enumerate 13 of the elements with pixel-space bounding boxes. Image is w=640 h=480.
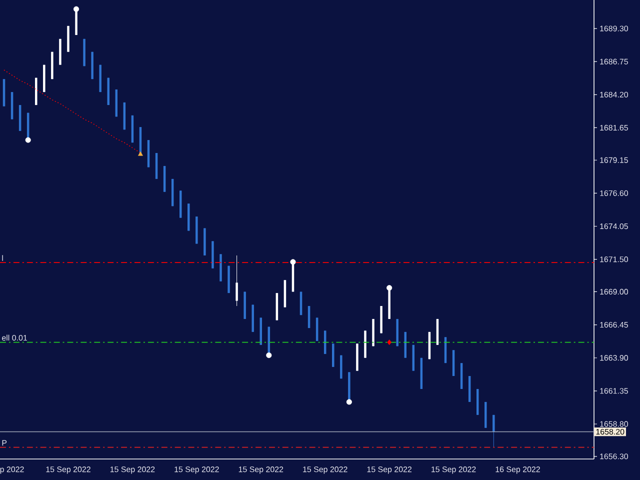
point — [290, 259, 296, 265]
candlestick — [300, 291, 302, 316]
candlestick — [316, 317, 318, 342]
point — [266, 352, 272, 358]
point — [73, 6, 80, 12]
point — [346, 399, 352, 405]
candlestick — [492, 414, 495, 448]
point — [25, 137, 31, 143]
candlestick — [332, 343, 334, 368]
point — [387, 340, 392, 346]
point — [138, 152, 143, 156]
point — [386, 285, 392, 291]
candlestick — [236, 255, 238, 306]
